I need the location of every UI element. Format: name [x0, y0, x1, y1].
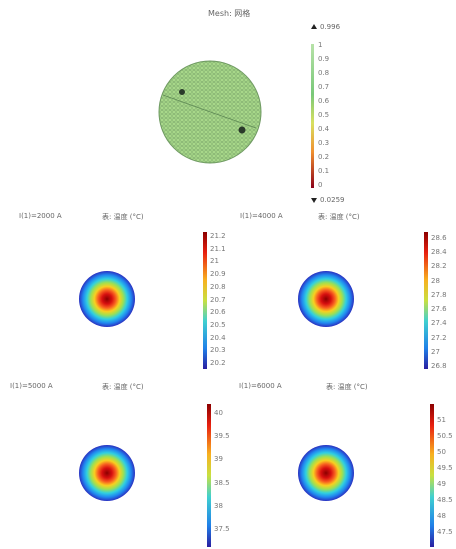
mesh-boundary-line	[162, 94, 257, 129]
temperature-plot-1	[79, 232, 207, 369]
mesh-plot	[158, 60, 262, 164]
panel-1-tick-label: 20.3	[210, 346, 226, 355]
panel-4-tick-label: 51	[437, 416, 446, 424]
temperature-colorbar	[424, 232, 428, 369]
mesh-tick-label: 0	[318, 181, 323, 189]
temperature-disk	[298, 445, 354, 501]
mesh-tick-label: 0.9	[318, 55, 330, 63]
panel-2-tick-label: 26.8	[431, 362, 447, 370]
mesh-min-label: 0.0259	[320, 196, 345, 204]
panel-1-param-label: I(1)=2000 A	[19, 212, 62, 220]
panel-1-tick-label: 20.7	[210, 295, 226, 304]
mesh-tick-label: 0.7	[318, 83, 330, 91]
panel-2-tick-label: 27.2	[431, 333, 447, 342]
panel-1-tick-label: 20.5	[210, 320, 226, 329]
panel-2-tick-label: 27	[431, 347, 440, 356]
panel-1-surface-label: 表: 温度 (°C)	[102, 213, 144, 221]
min-marker-icon	[311, 198, 317, 203]
mesh-colorbar	[311, 44, 314, 188]
mesh-tick-label: 0.2	[318, 153, 330, 161]
mesh-tick-label: 0.4	[318, 125, 330, 133]
panel-4-tick-label: 47.5	[437, 528, 453, 536]
panel-3-tick-label: 37.5	[214, 525, 230, 533]
mesh-title: Mesh: 网格	[208, 9, 251, 18]
panel-3-tick-label: 38	[214, 501, 223, 510]
temperature-plot-4	[298, 404, 434, 547]
mesh-tick-label: 0.8	[318, 69, 330, 77]
panel-4-tick-label: 50	[437, 448, 446, 456]
panel-1-tick-label: 21.2	[210, 232, 226, 240]
panel-3-tick-label: 39.5	[214, 432, 230, 441]
panel-3-tick-label: 38.5	[214, 478, 230, 487]
panel-2-param-label: I(1)=4000 A	[240, 212, 283, 220]
panel-2-tick-label: 27.4	[431, 319, 447, 328]
temperature-colorbar	[430, 404, 434, 547]
panel-4-surface-label: 表: 温度 (°C)	[326, 383, 368, 391]
mesh-dense-spot	[179, 89, 185, 95]
panel-4-tick-label: 49	[437, 480, 446, 488]
mesh-tick-label: 0.1	[318, 167, 330, 175]
temperature-colorbar	[203, 232, 207, 369]
panel-1-tick-label: 20.4	[210, 333, 226, 342]
panel-2-surface-label: 表: 温度 (°C)	[318, 213, 360, 221]
mesh-tick-label: 1	[318, 41, 323, 49]
panel-4-tick-label: 50.5	[437, 432, 453, 440]
panel-2-tick-label: 28	[431, 276, 440, 285]
panel-1-tick-label: 20.2	[210, 359, 226, 367]
panel-3-surface-label: 表: 温度 (°C)	[102, 383, 144, 391]
temperature-disk	[79, 271, 135, 327]
temperature-plot-2	[298, 232, 428, 369]
panel-1-tick-label: 21	[210, 257, 219, 266]
panel-3-tick-label: 39	[214, 455, 223, 464]
panel-4-tick-label: 48	[437, 512, 446, 520]
mesh-max-label: 0.996	[320, 23, 341, 31]
panel-3-tick-label: 40	[214, 409, 223, 417]
mesh-tick-label: 0.6	[318, 97, 330, 105]
temperature-disk	[79, 445, 135, 501]
panel-2-tick-label: 27.6	[431, 305, 447, 314]
panel-1-tick-label: 20.8	[210, 282, 226, 291]
panel-1-tick-label: 20.9	[210, 270, 226, 279]
panel-1-tick-label: 21.1	[210, 244, 226, 253]
panel-4-tick-label: 49.5	[437, 464, 453, 472]
panel-1-tick-label: 20.6	[210, 308, 226, 317]
mesh-tick-label: 0.5	[318, 111, 330, 119]
max-marker-icon	[311, 24, 317, 29]
panel-2-tick-label: 28.2	[431, 262, 447, 271]
panel-2-tick-label: 28.4	[431, 248, 447, 257]
temperature-disk	[298, 271, 354, 327]
panel-2-tick-label: 27.8	[431, 290, 447, 299]
temperature-plot-3	[79, 404, 211, 547]
panel-4-param-label: I(1)=6000 A	[239, 382, 282, 390]
temperature-colorbar	[207, 404, 211, 547]
mesh-dense-spot	[238, 126, 246, 134]
panel-2-tick-label: 28.6	[431, 234, 447, 242]
panel-3-param-label: I(1)=5000 A	[10, 382, 53, 390]
panel-4-tick-label: 48.5	[437, 496, 453, 504]
mesh-tick-label: 0.3	[318, 139, 330, 147]
